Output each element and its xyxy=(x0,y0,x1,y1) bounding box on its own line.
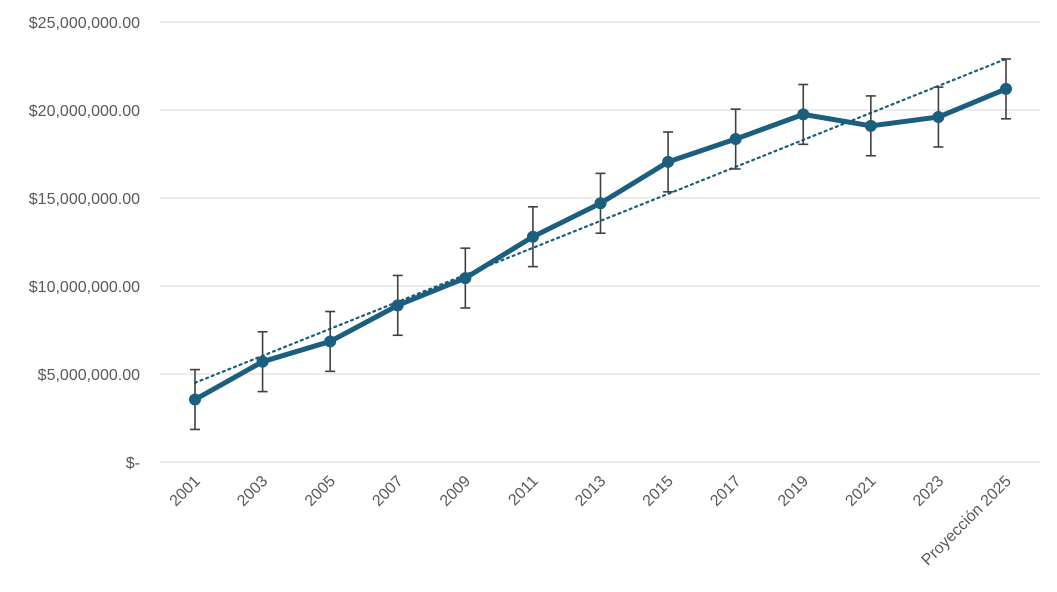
x-tick-label: 2019 xyxy=(775,473,812,510)
data-point xyxy=(189,393,201,406)
x-axis-ticks: 2001 2003 2005 2007 2009 2011 2013 2015 2017 2019… xyxy=(167,473,1015,569)
x-tick-label: 2021 xyxy=(842,473,879,510)
data-point xyxy=(864,119,877,132)
data-point xyxy=(391,299,404,312)
data-point xyxy=(932,111,945,124)
data-point xyxy=(324,335,337,348)
y-tick-label: $25,000,000.00 xyxy=(29,15,140,32)
data-point xyxy=(1000,82,1012,95)
data-point xyxy=(729,133,742,146)
data-point xyxy=(526,230,539,243)
data-point xyxy=(797,108,810,121)
x-tick-label: 2015 xyxy=(640,473,677,510)
x-tick-label: 2005 xyxy=(302,473,339,510)
series-line-path xyxy=(192,86,1009,403)
x-tick-label: 2023 xyxy=(910,473,947,510)
data-point xyxy=(256,355,269,368)
x-tick-label: 2017 xyxy=(707,473,744,510)
series-line xyxy=(192,86,1009,403)
y-tick-label: $15,000,000.00 xyxy=(29,191,140,208)
data-point xyxy=(662,155,675,168)
data-point xyxy=(459,272,472,285)
x-tick-label: 2013 xyxy=(572,473,609,510)
data-points xyxy=(189,82,1012,406)
x-tick-label: 2009 xyxy=(437,473,474,510)
y-tick-label: $10,000,000.00 xyxy=(29,279,140,296)
grid-lines xyxy=(160,21,1040,463)
y-axis-ticks: $- $5,000,000.00 $10,000,000.00 $15,000,000… xyxy=(29,15,140,472)
y-tick-label: $- xyxy=(126,455,140,472)
x-tick-label: 2007 xyxy=(369,473,406,510)
x-tick-label: 2011 xyxy=(505,473,541,509)
y-tick-label: $5,000,000.00 xyxy=(38,367,140,384)
x-tick-label: 2003 xyxy=(234,473,271,510)
x-tick-label: 2001 xyxy=(167,473,204,510)
data-point xyxy=(594,197,607,210)
y-tick-label: $20,000,000.00 xyxy=(29,103,140,120)
